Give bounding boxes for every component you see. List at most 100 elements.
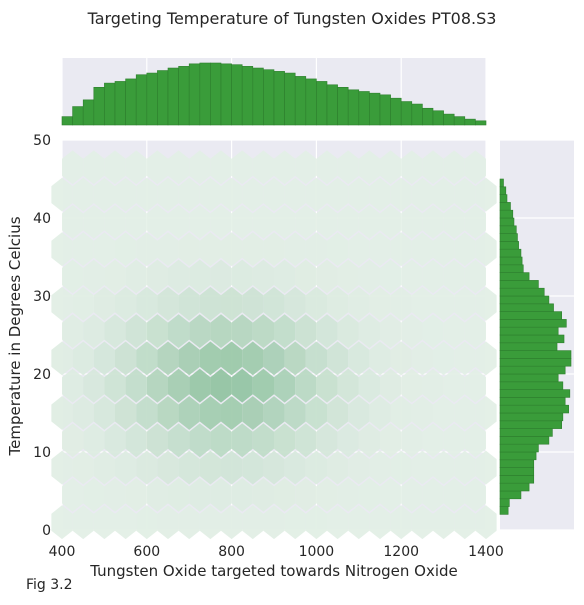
hexbin-cell (136, 396, 158, 430)
marginal-y-bar (499, 404, 569, 414)
hexbin-cell (210, 368, 232, 403)
marginal-y-bar (499, 241, 519, 250)
hexbin-cell (295, 259, 317, 294)
hexbin-cell (316, 423, 338, 458)
hexbin-cell (62, 314, 84, 348)
hexbin-cell (337, 478, 359, 512)
hexbin-cell (380, 423, 402, 458)
hexbin-cell (475, 286, 497, 321)
hexbin-cell (380, 205, 402, 239)
hexbin-cell (316, 478, 338, 512)
hexbin-cell (390, 232, 412, 267)
hexbin-cell (231, 368, 253, 403)
hexbin-cell (433, 396, 455, 430)
hexbin-cell (168, 368, 190, 403)
hexbin-cell (178, 177, 200, 212)
hexbin-cell (93, 505, 115, 540)
hexbin-cell (83, 150, 105, 185)
hexbin-cell (348, 396, 370, 430)
hexbin-cell (454, 341, 476, 376)
hexbin-cell (390, 450, 412, 485)
hexbin-cell (358, 205, 380, 239)
hexbin-cell (422, 259, 444, 294)
hexbin-cell (146, 368, 168, 403)
hexbin-cell (443, 150, 465, 185)
hexbin-cell (337, 314, 359, 348)
hexbin-cell (316, 259, 338, 294)
hexbin-cell (390, 177, 412, 212)
hexbin-cell (178, 232, 200, 267)
hexbin-cell (62, 259, 84, 294)
hexbin-cell (422, 368, 444, 403)
hexbin-cell (199, 450, 221, 485)
hexbin-cell (83, 423, 105, 458)
hexbin-cell (231, 205, 253, 239)
hexbin-cell (380, 478, 402, 512)
marginal-y-bar (499, 217, 515, 227)
hexbin-cell (348, 286, 370, 321)
hexbin-cell (252, 259, 274, 294)
hexbin-cell (221, 341, 243, 376)
hexbin-cell (146, 150, 168, 185)
hexbin-cell (189, 478, 211, 512)
marginal-x-bar (157, 70, 169, 126)
hexbin-cell (433, 286, 455, 321)
hexbin-cell (327, 286, 349, 321)
hexbin-cell (242, 232, 264, 267)
hexbin-cell (263, 396, 285, 430)
hexbin-cell (464, 314, 486, 348)
hexbin-cell (157, 286, 179, 321)
hexbin-cell (51, 450, 73, 485)
hexbin-cell (464, 478, 486, 512)
hexbin-cell (93, 341, 115, 376)
hexbin-cell (411, 232, 433, 267)
hexbin-cell (210, 478, 232, 512)
marginal-y-bar (499, 490, 522, 500)
hexbin-cell (210, 150, 232, 185)
hexbin-cell (125, 314, 147, 348)
hexbin-cell (464, 368, 486, 403)
hexbin-cell (380, 150, 402, 185)
hexbin-cell (411, 177, 433, 212)
hexbin-cell (189, 259, 211, 294)
hexbin-cell (316, 368, 338, 403)
main-hexbin-panel (51, 139, 497, 540)
hexbin-cell (358, 423, 380, 458)
figure-caption: Fig 3.2 (26, 577, 73, 593)
hexbin-cell (178, 286, 200, 321)
hexbin-cell (284, 232, 306, 267)
hexbin-cell (316, 314, 338, 348)
hexbin-cell (327, 450, 349, 485)
hexbin-cell (401, 478, 423, 512)
marginal-x-bar (411, 103, 423, 126)
hexbin-cell (443, 314, 465, 348)
marginal-y-bar (499, 326, 559, 336)
hexbin-cell (401, 423, 423, 458)
hexbin-cell (263, 177, 285, 212)
hexbin-cell (263, 450, 285, 485)
hexbin-cell (104, 478, 126, 512)
hexbin-cell (263, 505, 285, 540)
hexbin-cell (242, 505, 264, 540)
hexbin-cell (115, 450, 137, 485)
hexbin-cell (125, 368, 147, 403)
marginal-x-bar (220, 63, 232, 126)
marginal-y-bar (499, 420, 562, 429)
hexbin-cell (136, 450, 158, 485)
marginal-y-bar (499, 264, 524, 273)
hexbin-cell (475, 341, 497, 376)
hexbin-cell (157, 177, 179, 212)
marginal-x-bar (453, 116, 466, 126)
hexbin-cell (62, 150, 84, 185)
marginal-y-bar (499, 358, 572, 367)
hexbin-cell (104, 423, 126, 458)
hexbin-cell (464, 259, 486, 294)
hexbin-cell (199, 396, 221, 430)
x-axis-label: Tungsten Oxide targeted towards Nitrogen… (89, 562, 458, 580)
marginal-y-bar (499, 397, 566, 406)
hexbin-cell (422, 314, 444, 348)
hexbin-cell (104, 314, 126, 348)
hexbin-cell (369, 396, 391, 430)
hexbin-cell (221, 232, 243, 267)
hexbin-cell (221, 177, 243, 212)
